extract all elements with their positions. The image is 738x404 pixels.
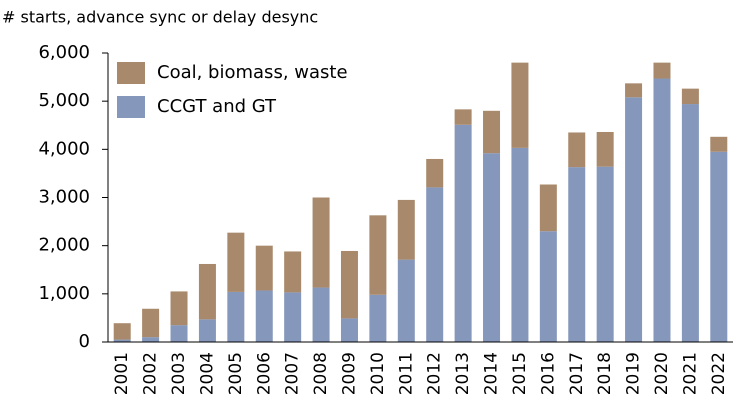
x-tick-label: 2005 — [226, 352, 246, 395]
y-tick-label: 1,000 — [38, 283, 90, 304]
bar-segment — [483, 110, 501, 154]
bar-segment — [710, 136, 728, 152]
bar-segment — [539, 231, 557, 342]
y-tick-label: 4,000 — [38, 138, 90, 159]
bar-segment — [511, 62, 529, 148]
bar-segment — [113, 323, 131, 340]
bar-segment — [568, 167, 586, 342]
x-tick-label: 2002 — [141, 352, 161, 395]
bar-segment — [369, 294, 387, 342]
x-tick-label: 2017 — [567, 352, 587, 395]
legend-swatch — [117, 62, 145, 84]
x-tick-label: 2011 — [396, 352, 416, 395]
x-tick-label: 2009 — [339, 352, 359, 395]
bar-segment — [426, 187, 444, 342]
bar-segment — [596, 166, 614, 342]
x-tick-label: 2019 — [624, 352, 644, 395]
bar-segment — [596, 131, 614, 167]
bar-segment — [426, 158, 444, 188]
bar-segment — [198, 319, 216, 342]
bar-segment — [568, 132, 586, 168]
bar-segment — [454, 124, 472, 342]
y-tick-label: 3,000 — [38, 187, 90, 208]
x-tick-label: 2006 — [254, 352, 274, 395]
bar-segment — [340, 318, 358, 342]
bar-segment — [653, 78, 671, 343]
bar-segment — [653, 62, 671, 79]
bar-segment — [340, 250, 358, 319]
x-tick-label: 2021 — [680, 352, 700, 395]
bar-segment — [369, 215, 387, 295]
bar-segment — [312, 197, 330, 288]
bar-segment — [170, 291, 188, 326]
bar-segment — [227, 291, 245, 342]
x-tick-label: 2004 — [197, 352, 217, 395]
bar-segment — [142, 337, 160, 342]
bar-segment — [681, 104, 699, 342]
bar-segment — [113, 339, 131, 342]
x-tick-label: 2012 — [425, 352, 445, 395]
bar-segment — [625, 97, 643, 343]
x-tick-label: 2007 — [283, 352, 303, 395]
x-tick-label: 2014 — [482, 352, 502, 395]
y-tick-label: 2,000 — [38, 235, 90, 256]
legend-label: CCGT and GT — [157, 96, 277, 117]
x-tick-label: 2003 — [169, 352, 189, 395]
bar-segment — [312, 287, 330, 342]
bar-segment — [170, 325, 188, 342]
bar-segment — [511, 147, 529, 342]
bar-segment — [284, 292, 302, 342]
bar-segment — [483, 153, 501, 342]
x-tick-label: 2015 — [510, 352, 530, 395]
legend-label: Coal, biomass, waste — [157, 62, 348, 83]
x-tick-label: 2020 — [652, 352, 672, 395]
y-tick-label: 6,000 — [38, 42, 90, 63]
bar-segment — [142, 308, 160, 338]
bar-segment — [255, 290, 273, 342]
x-tick-label: 2013 — [453, 352, 473, 395]
x-tick-label: 2018 — [595, 352, 615, 395]
bar-segment — [710, 151, 728, 342]
chart-title: # starts, advance sync or delay desync — [2, 8, 318, 27]
x-tick-label: 2008 — [311, 352, 331, 395]
bar-segment — [255, 245, 273, 291]
legend-swatch — [117, 96, 145, 118]
x-tick-label: 2001 — [112, 352, 132, 395]
y-tick-label: 0 — [79, 331, 90, 352]
bar-segment — [284, 251, 302, 293]
x-tick-label: 2022 — [709, 352, 729, 395]
bar-segment — [227, 232, 245, 292]
bar-segment — [539, 184, 557, 232]
bar-segment — [681, 88, 699, 105]
bar-segment — [198, 263, 216, 320]
bar-segment — [454, 109, 472, 125]
y-tick-label: 5,000 — [38, 90, 90, 111]
x-tick-label: 2010 — [368, 352, 388, 395]
x-tick-label: 2016 — [538, 352, 558, 395]
bar-segment — [397, 199, 415, 260]
bar-segment — [625, 83, 643, 98]
bar-segment — [397, 259, 415, 342]
